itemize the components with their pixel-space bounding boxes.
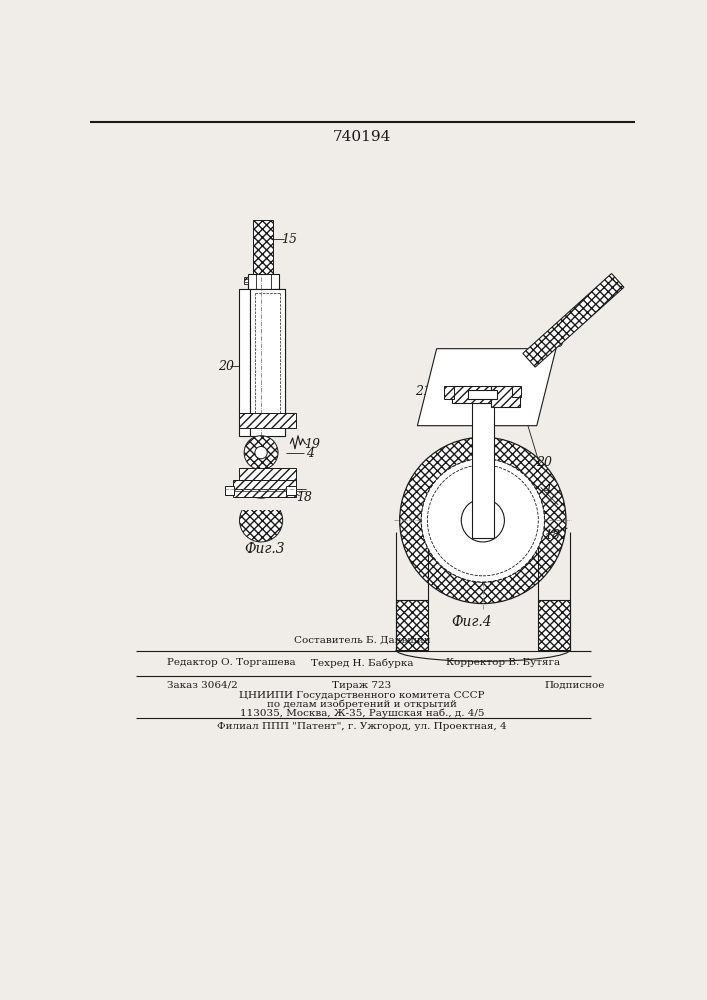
Bar (274, 289, 285, 436)
Circle shape (421, 459, 544, 582)
Text: Корректор В. Бутяга: Корректор В. Бутяга (445, 658, 560, 667)
Circle shape (421, 459, 544, 582)
Text: 15: 15 (281, 233, 297, 246)
Text: Заказ 3064/2: Заказ 3064/2 (167, 681, 238, 690)
Bar (240, 499, 283, 510)
Text: Составитель Б. Даньшин: Составитель Б. Даньшин (293, 635, 431, 644)
Bar (239, 413, 296, 428)
Text: 113035, Москва, Ж-35, Раушская наб., д. 4/5: 113035, Москва, Ж-35, Раушская наб., д. … (240, 708, 484, 718)
Bar (286, 486, 296, 495)
Text: ЦНИИПИ Государственного комитета СССР: ЦНИИПИ Государственного комитета СССР (239, 691, 485, 700)
Text: 4: 4 (543, 483, 551, 496)
Circle shape (255, 446, 267, 459)
Bar (468, 389, 498, 399)
Circle shape (240, 499, 283, 542)
Text: 18: 18 (296, 491, 312, 504)
Text: Редактор О. Торгашева: Редактор О. Торгашева (167, 658, 296, 667)
Bar (250, 289, 285, 436)
Text: 18: 18 (544, 529, 560, 542)
Bar (472, 395, 493, 538)
Text: 740194: 740194 (333, 130, 391, 144)
Circle shape (428, 465, 538, 576)
Circle shape (461, 499, 504, 542)
Circle shape (399, 437, 566, 604)
Text: 20: 20 (537, 456, 552, 469)
Bar (537, 600, 570, 650)
Text: Фиг.3: Фиг.3 (245, 542, 285, 556)
Text: Подписное: Подписное (544, 681, 604, 690)
Circle shape (244, 436, 278, 470)
Bar (244, 277, 248, 284)
Bar (239, 289, 250, 436)
Text: 20: 20 (218, 360, 233, 373)
Text: по делам изобретений и открытий: по делам изобретений и открытий (267, 700, 457, 709)
Text: 15: 15 (548, 337, 564, 350)
Text: 4: 4 (305, 447, 314, 460)
Text: Фиг.4: Фиг.4 (451, 615, 491, 629)
Bar (396, 600, 428, 650)
Bar (253, 220, 274, 274)
Bar (225, 486, 234, 495)
Polygon shape (417, 349, 556, 426)
Bar (512, 386, 521, 397)
Bar (233, 480, 296, 497)
Bar (452, 386, 491, 403)
Bar (239, 468, 296, 480)
Text: 21: 21 (415, 385, 431, 398)
Bar (444, 386, 454, 399)
Bar (248, 274, 279, 289)
Text: 19: 19 (304, 438, 320, 451)
Text: Техред Н. Бабурка: Техред Н. Бабурка (310, 658, 413, 668)
Polygon shape (523, 274, 624, 367)
Text: Тираж 723: Тираж 723 (332, 681, 392, 690)
Text: Филиал ППП "Патент", г. Ужгород, ул. Проектная, 4: Филиал ППП "Патент", г. Ужгород, ул. Про… (217, 722, 507, 731)
Bar (491, 386, 520, 407)
